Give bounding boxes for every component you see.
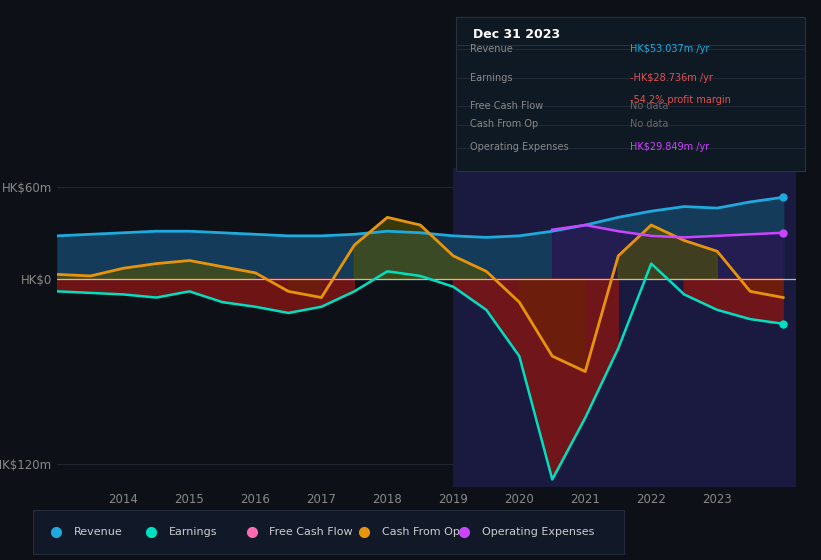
Text: No data: No data: [631, 101, 668, 111]
Text: Operating Expenses: Operating Expenses: [470, 142, 568, 152]
Text: Revenue: Revenue: [470, 44, 512, 54]
Text: Operating Expenses: Operating Expenses: [482, 527, 594, 537]
Text: Earnings: Earnings: [470, 73, 512, 83]
Text: -54.2% profit margin: -54.2% profit margin: [631, 95, 731, 105]
Text: Revenue: Revenue: [74, 527, 123, 537]
Text: -HK$28.736m /yr: -HK$28.736m /yr: [631, 73, 713, 83]
Text: No data: No data: [631, 119, 668, 129]
Text: HK$29.849m /yr: HK$29.849m /yr: [631, 142, 709, 152]
Text: Free Cash Flow: Free Cash Flow: [269, 527, 353, 537]
Text: Dec 31 2023: Dec 31 2023: [473, 27, 560, 40]
Text: Cash From Op: Cash From Op: [382, 527, 460, 537]
Text: Free Cash Flow: Free Cash Flow: [470, 101, 543, 111]
Bar: [453, 168, 796, 487]
Text: Earnings: Earnings: [169, 527, 218, 537]
Text: HK$53.037m /yr: HK$53.037m /yr: [631, 44, 709, 54]
Text: Cash From Op: Cash From Op: [470, 119, 538, 129]
